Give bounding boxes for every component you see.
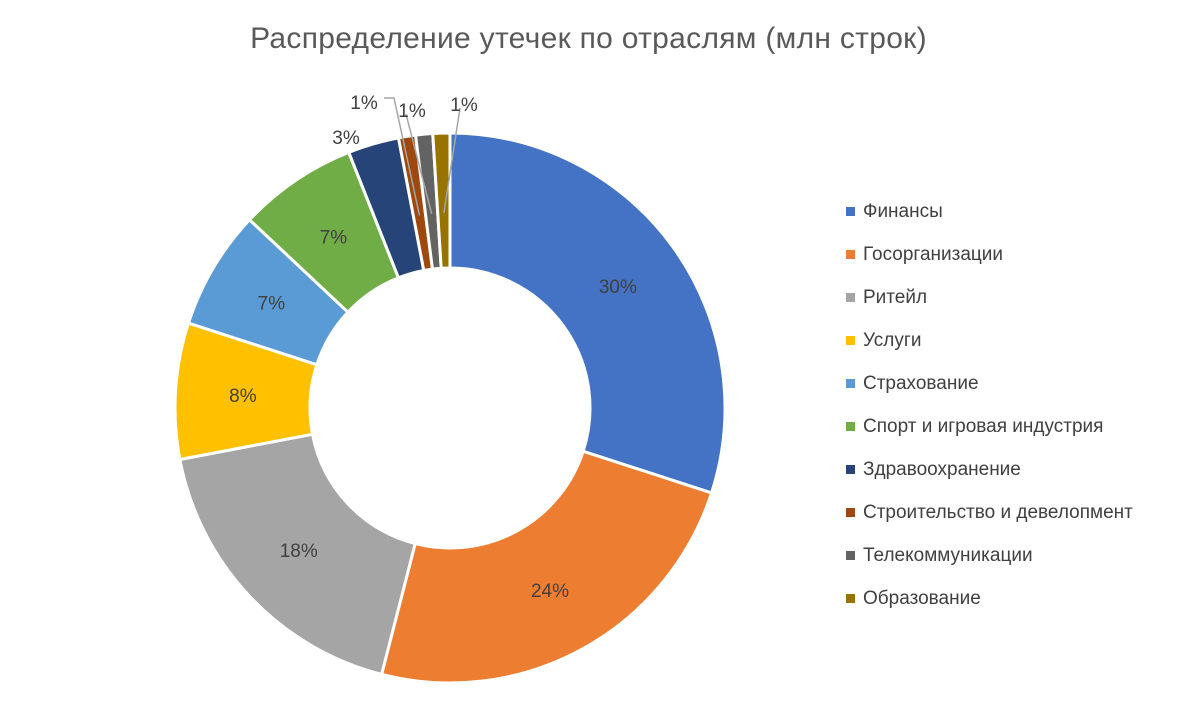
slice-1 bbox=[379, 449, 714, 685]
legend-label: Спорт и игровая индустрия bbox=[863, 415, 1104, 437]
data-label-0: 30% bbox=[599, 277, 637, 298]
legend-label: Телекоммуникации bbox=[863, 544, 1033, 566]
data-label-4: 7% bbox=[258, 293, 286, 314]
legend-label: Страхование bbox=[863, 372, 979, 394]
legend-item: Спорт и игровая индустрия bbox=[846, 405, 1133, 448]
legend-swatch bbox=[846, 379, 855, 388]
legend-label: Строительство и девелопмент bbox=[863, 501, 1133, 523]
legend: Финансы Госорганизации Ритейл Услуги Страхов… bbox=[846, 190, 1133, 620]
legend-swatch bbox=[846, 422, 855, 431]
chart-title: Распределение утечек по отраслям (млн ст… bbox=[250, 22, 927, 55]
legend-item: Услуги bbox=[846, 319, 1133, 362]
data-label-6: 3% bbox=[332, 128, 360, 149]
legend-label: Госорганизации bbox=[863, 243, 1004, 265]
legend-swatch bbox=[846, 207, 855, 216]
legend-item: Строительство и девелопмент bbox=[846, 491, 1133, 534]
leader-line-8 bbox=[405, 113, 433, 215]
legend-label: Здравоохранение bbox=[863, 458, 1021, 480]
data-label-2: 18% bbox=[280, 541, 318, 562]
legend-swatch bbox=[846, 551, 855, 560]
legend-label: Образование bbox=[863, 587, 981, 609]
legend-item: Телекоммуникации bbox=[846, 534, 1133, 577]
legend-item: Страхование bbox=[846, 362, 1133, 405]
slice-0 bbox=[448, 131, 727, 495]
data-label-8: 1% bbox=[398, 101, 426, 122]
legend-item: Финансы bbox=[846, 190, 1133, 233]
legend-swatch bbox=[846, 465, 855, 474]
data-label-1: 24% bbox=[531, 581, 569, 602]
legend-item: Госорганизации bbox=[846, 233, 1133, 276]
data-label-3: 8% bbox=[229, 386, 257, 407]
slice-9 bbox=[431, 131, 452, 270]
legend-swatch bbox=[846, 336, 855, 345]
legend-label: Услуги bbox=[863, 329, 922, 351]
leader-line-7 bbox=[384, 97, 421, 216]
legend-item: Здравоохранение bbox=[846, 448, 1133, 491]
leader-line-9 bbox=[443, 107, 461, 214]
legend-item: Ритейл bbox=[846, 276, 1133, 319]
legend-label: Ритейл bbox=[863, 286, 928, 308]
legend-swatch bbox=[846, 250, 855, 259]
legend-item: Образование bbox=[846, 577, 1133, 620]
data-label-5: 7% bbox=[320, 227, 348, 248]
legend-swatch bbox=[846, 293, 855, 302]
legend-label: Финансы bbox=[863, 200, 943, 222]
legend-swatch bbox=[846, 508, 855, 517]
legend-swatch bbox=[846, 594, 855, 603]
slice-2 bbox=[178, 432, 418, 677]
data-label-9: 1% bbox=[450, 95, 478, 116]
data-label-7: 1% bbox=[350, 93, 378, 114]
